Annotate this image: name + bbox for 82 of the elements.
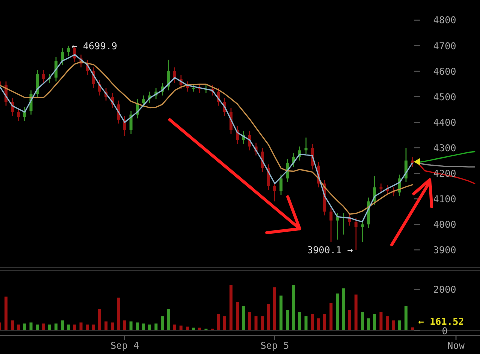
bar xyxy=(254,316,258,331)
y-tick-label: 4300 xyxy=(434,143,457,154)
y-tick-label: 3900 xyxy=(434,245,457,256)
candlestick xyxy=(336,212,339,240)
annotation: ← 161.52 xyxy=(418,316,464,328)
bar xyxy=(348,310,352,331)
bar xyxy=(167,309,170,331)
y-tick-label: 4400 xyxy=(434,118,457,129)
bar xyxy=(236,302,239,331)
bar xyxy=(136,322,139,331)
candlestick xyxy=(304,137,308,155)
bar xyxy=(267,304,270,331)
bar xyxy=(217,314,220,331)
x-tick-label: Sep 4 xyxy=(110,341,140,352)
bar xyxy=(30,322,33,331)
bar xyxy=(54,324,58,331)
candlestick xyxy=(36,70,39,99)
candlestick xyxy=(274,182,276,202)
bar xyxy=(367,318,370,331)
bar xyxy=(24,324,26,331)
candlestick xyxy=(411,156,414,168)
bar xyxy=(261,316,264,331)
bar xyxy=(411,328,414,331)
bar xyxy=(11,320,14,331)
bar xyxy=(286,310,289,331)
x-tick-label: Sep 5 xyxy=(260,341,290,352)
bar xyxy=(117,298,120,331)
bar xyxy=(154,324,158,331)
bar xyxy=(274,288,276,331)
candlestick xyxy=(361,220,364,243)
candlestick xyxy=(67,45,70,57)
bar xyxy=(142,324,146,331)
y-tick-label: 4600 xyxy=(434,66,457,78)
bar xyxy=(342,288,346,331)
bar xyxy=(130,322,133,331)
candlestick xyxy=(17,108,20,122)
bar xyxy=(224,316,226,331)
bar xyxy=(124,320,126,331)
candlestick xyxy=(61,48,64,66)
y-tick-label: 2000 xyxy=(434,284,457,296)
bar xyxy=(361,312,364,331)
bar xyxy=(98,309,102,331)
bar xyxy=(111,322,114,331)
bar xyxy=(292,285,296,331)
bar xyxy=(374,314,376,331)
bar xyxy=(4,296,8,331)
bar xyxy=(380,312,383,331)
bar xyxy=(104,322,108,331)
annotation: ← 4699.9 xyxy=(72,41,118,52)
x-tick-label: Now xyxy=(448,341,466,352)
bar xyxy=(311,314,314,331)
bar xyxy=(336,294,339,331)
bar xyxy=(324,314,326,331)
bar xyxy=(398,320,402,331)
candlestick xyxy=(354,218,358,251)
bar xyxy=(354,294,358,331)
bar xyxy=(42,324,46,331)
candlestick xyxy=(280,174,283,196)
bar xyxy=(317,318,320,331)
annotation: 3900.1 → xyxy=(307,245,354,256)
y-tick-label: 4000 xyxy=(434,220,457,231)
bar xyxy=(248,312,252,331)
bar xyxy=(386,316,389,331)
y-tick-label: 4700 xyxy=(434,41,457,52)
bar xyxy=(242,306,246,331)
bar xyxy=(80,322,83,331)
bar xyxy=(404,306,408,331)
candlestick xyxy=(167,59,170,92)
y-tick-label: 4800 xyxy=(434,16,457,27)
candlestick xyxy=(42,70,46,84)
y-tick-label: 0 xyxy=(442,326,448,338)
bar xyxy=(392,320,396,331)
bar xyxy=(330,303,333,331)
y-tick-label: 4500 xyxy=(434,92,457,104)
bar xyxy=(230,285,233,331)
bar xyxy=(298,312,302,331)
candlestick xyxy=(330,208,333,243)
bar xyxy=(61,320,64,331)
bar xyxy=(280,296,283,331)
y-tick-label: 4100 xyxy=(434,194,457,206)
bar xyxy=(304,316,308,331)
bar xyxy=(161,316,164,331)
